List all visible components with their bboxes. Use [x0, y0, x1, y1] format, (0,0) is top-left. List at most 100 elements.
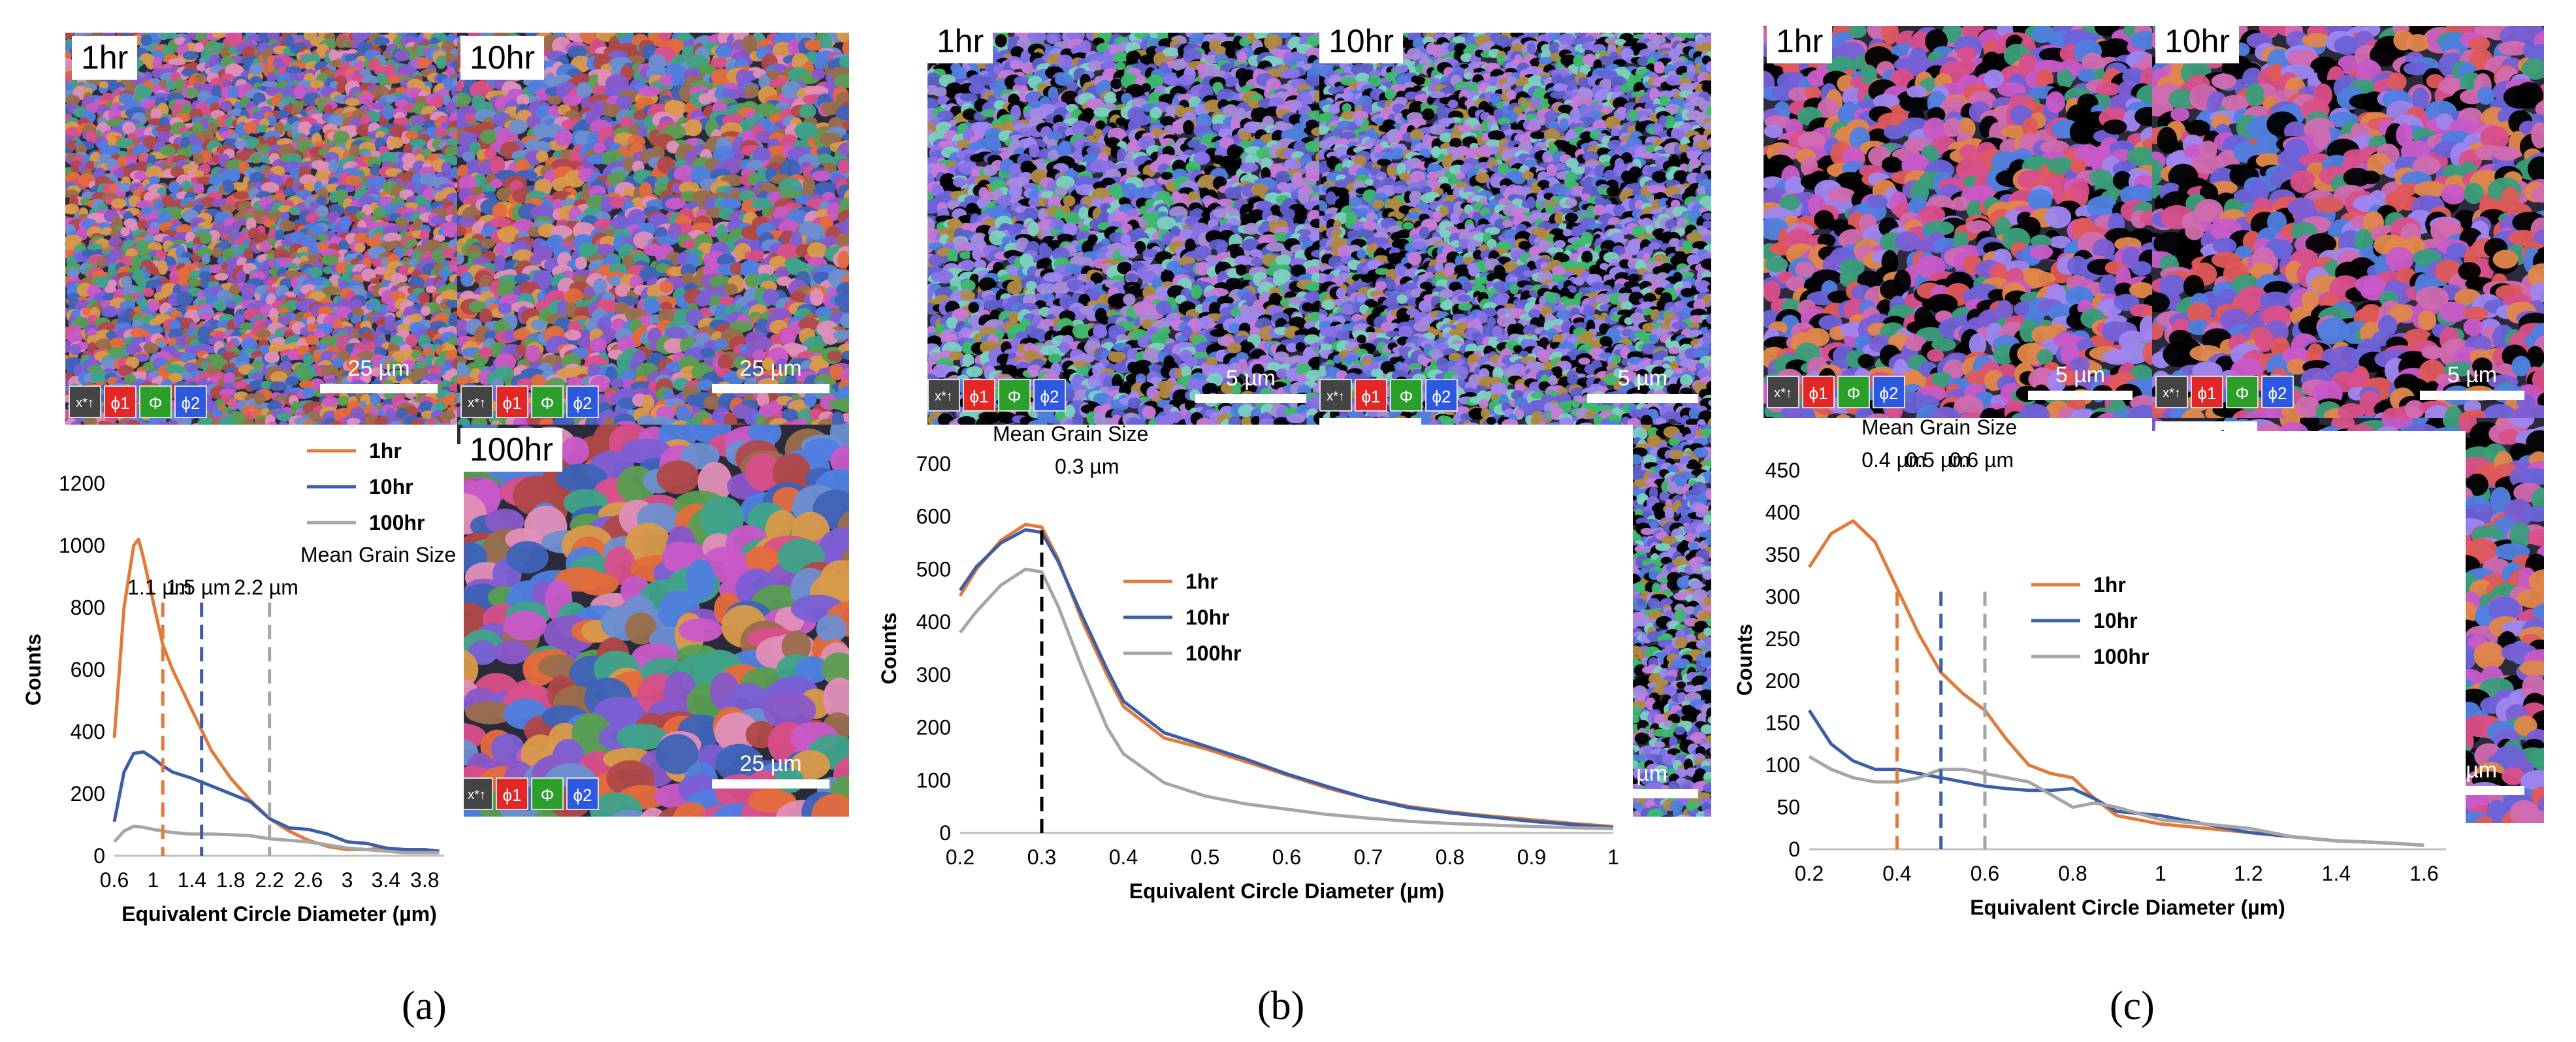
label-1hr: 1hr — [927, 20, 993, 63]
mean-grain-size-value: 0.5 µm — [1905, 448, 1969, 472]
scale-bar-10hr: 5 µm — [2420, 363, 2524, 400]
chart-b: 0 100 200 300 400 500 600 700 0.2 0.3 0.4 0.5 0.6 0.7… — [869, 422, 1633, 924]
x-tick-label: 1 — [1607, 845, 1619, 869]
mean-grain-size-value: 0.6 µm — [1950, 448, 2014, 472]
legend-label-10hr: 10hr — [1185, 606, 1230, 629]
ebsd-map-1hr — [927, 33, 1319, 425]
x-tick-label: 1.6 — [2409, 862, 2438, 885]
label-10hr: 10hr — [1319, 20, 1404, 63]
legend-label-10hr: 10hr — [2093, 609, 2138, 632]
mean-grain-size-value: 1.1 µm — [127, 576, 191, 599]
series-line-100hr — [959, 567, 1614, 830]
sublabel-c: (c) — [2110, 984, 2155, 1028]
scale-bar-10hr: 5 µm — [1587, 366, 1698, 403]
y-tick-label: 800 — [71, 596, 105, 619]
y-tick-label: 600 — [916, 505, 951, 529]
mean-grain-size-title: Mean Grain Size — [1861, 415, 2017, 439]
y-tick-label: 300 — [916, 663, 951, 687]
y-tick-label: 350 — [1765, 543, 1800, 566]
label-1hr: 1hr — [1767, 20, 1833, 63]
series-line-10hr — [958, 528, 1614, 830]
legend-label-10hr: 10hr — [369, 475, 413, 498]
y-tick-label: 400 — [71, 720, 105, 743]
x-tick-label: 0.4 — [1882, 862, 1911, 885]
label-100hr: 100hr — [460, 428, 562, 472]
x-tick-label: 1 — [2155, 862, 2166, 885]
x-tick-label: 0.6 — [100, 868, 129, 892]
legend-label-100hr: 100hr — [369, 511, 425, 534]
y-tick-label: 300 — [1765, 585, 1800, 608]
scale-bar-1hr: 25 µm — [320, 356, 438, 393]
y-tick-label: 200 — [916, 716, 951, 740]
x-tick-label: 0.5 — [1191, 845, 1219, 869]
x-axis-label: Equivalent Circle Diameter (µm) — [121, 902, 437, 926]
y-axis-label: Counts — [877, 612, 901, 684]
x-tick-label: 0.9 — [1517, 845, 1546, 869]
x-tick-label: 0.8 — [2058, 862, 2087, 885]
x-tick-label: 3.8 — [410, 868, 439, 892]
y-tick-label: 200 — [1765, 669, 1800, 692]
y-tick-label: 100 — [916, 768, 951, 792]
y-tick-label: 0 — [93, 844, 105, 868]
scale-bar-1hr: 5 µm — [2028, 363, 2133, 400]
sublabel-b: (b) — [1257, 984, 1305, 1028]
y-tick-label: 50 — [1777, 796, 1800, 819]
x-tick-label: 3 — [342, 868, 353, 892]
y-tick-label: 600 — [71, 658, 105, 681]
x-tick-label: 2.2 — [255, 868, 283, 892]
series-line-10hr — [1807, 709, 2424, 847]
x-tick-label: 0.3 — [1027, 845, 1056, 869]
y-tick-label: 200 — [71, 782, 105, 806]
x-tick-label: 2.6 — [294, 868, 323, 892]
y-tick-label: 1000 — [59, 534, 105, 557]
x-tick-label: 0.2 — [946, 845, 974, 869]
y-tick-label: 150 — [1765, 711, 1800, 735]
mean-grain-size-value: 0.4 µm — [1861, 448, 1925, 472]
x-tick-label: 0.6 — [1272, 845, 1301, 869]
x-tick-label: 0.7 — [1354, 845, 1383, 869]
x-tick-label: 1.4 — [2322, 862, 2351, 885]
chart-background — [23, 444, 464, 947]
legend-label-100hr: 100hr — [1185, 642, 1241, 665]
x-tick-label: 1 — [148, 868, 159, 892]
x-tick-label: 1.8 — [216, 868, 245, 892]
series-line-100hr — [113, 824, 440, 855]
y-axis-label: Counts — [1733, 624, 1756, 696]
label-1hr: 1hr — [72, 36, 138, 80]
x-tick-label: 3.4 — [372, 868, 400, 892]
x-axis-label: Equivalent Circle Diameter (µm) — [1129, 879, 1445, 903]
y-axis-label: Counts — [22, 634, 45, 706]
scale-bar-100hr: 25 µm — [712, 751, 829, 789]
ebsd-map-10hr — [2152, 26, 2544, 418]
ebsd-map-10hr — [457, 33, 849, 425]
mean-grain-size-title: Mean Grain Size — [300, 543, 456, 566]
x-tick-label: 0.4 — [1109, 845, 1138, 869]
scale-bar-1hr: 5 µm — [1195, 366, 1306, 403]
y-tick-label: 100 — [1765, 753, 1800, 777]
label-10hr: 10hr — [2155, 20, 2240, 63]
legend-label-1hr: 1hr — [369, 439, 402, 463]
y-tick-label: 400 — [916, 610, 951, 634]
series-line-10hr — [112, 750, 440, 853]
y-tick-label: 1200 — [59, 472, 105, 495]
legend-label-1hr: 1hr — [1185, 570, 1218, 593]
sublabel-a: (a) — [402, 984, 447, 1028]
mean-grain-size-value: 0.3 µm — [1055, 455, 1119, 478]
y-tick-label: 500 — [916, 557, 951, 581]
mean-grain-size-value: 1.5 µm — [166, 576, 230, 599]
mean-grain-size-value: 2.2 µm — [234, 576, 298, 599]
y-tick-label: 0 — [939, 821, 951, 845]
x-tick-label: 0.6 — [1971, 862, 1999, 885]
x-tick-label: 1.4 — [178, 868, 206, 892]
scale-bar-10hr: 25 µm — [712, 356, 829, 393]
legend-label-1hr: 1hr — [2093, 573, 2126, 596]
y-tick-label: 450 — [1765, 459, 1800, 482]
